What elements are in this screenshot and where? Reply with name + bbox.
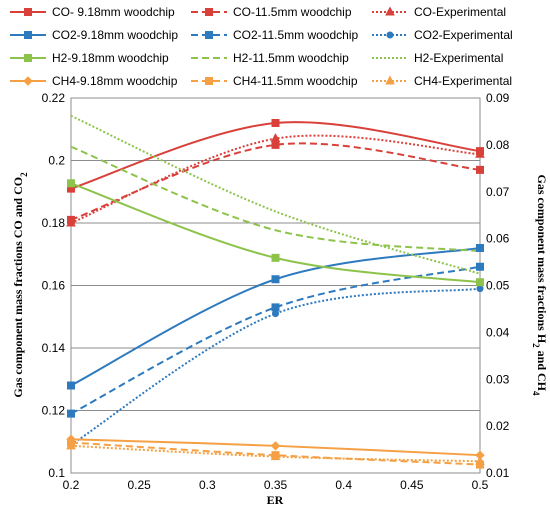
data-point-ch4-experimental [66,440,76,450]
right-y-tick-label: 0.05 [486,279,510,293]
data-point-co2-11-5mm-woodchip [271,303,280,312]
legend-marker [385,75,395,85]
data-point-co-9-18mm-woodchip [271,119,280,127]
series-line-co-9-18mm-woodchip [70,121,481,190]
data-point-h2-9-18mm-woodchip [476,278,484,287]
legend-label: CO2-Experimental [414,28,513,42]
left-y-axis-ticks: 0.1 0.12 0.14 0.16 0.18 0.2 0.22 [42,91,66,480]
right-y-tick-label: 0.09 [486,91,510,105]
right-y-axis-title: Gas component mass fractions H2 and CH4 [531,174,549,396]
data-point-ch4-9-18mm-woodchip [270,441,281,451]
left-y-tick-label: 0.18 [42,216,66,230]
left-y-tick-label: 0.2 [48,154,65,168]
x-tick-label: 0.2 [63,478,80,492]
legend-label: H2-Experimental [414,51,503,65]
legend-marker [24,8,32,16]
x-axis-ticks: 0.2 0.25 0.3 0.35 0.4 0.45 0.5 [63,478,489,492]
right-y-tick-label: 0.06 [486,232,510,246]
legend-item-co-experimental: CO-Experimental [372,5,506,19]
legend-label: CO2-9.18mm woodchip [52,28,178,42]
x-tick-label: 0.35 [264,478,288,492]
legend-marker [205,31,213,39]
x-tick-label: 0.25 [127,478,151,492]
right-y-tick-label: 0.04 [486,325,510,339]
legend-item-h2-9-18mm-woodchip: H2-9.18mm woodchip [10,51,169,65]
legend: CO- 9.18mm woodchip CO-11.5mm woodchip CO-… [10,5,513,88]
legend-label: CO- 9.18mm woodchip [52,5,175,19]
data-point-ch4-experimental [270,451,281,461]
series-line-h2-experimental [70,114,481,275]
series-markers [66,119,485,469]
x-tick-label: 0.4 [335,478,352,492]
data-point-co2-experimental [272,310,279,318]
legend-item-co-11-5mm-woodchip: CO-11.5mm woodchip [191,5,352,19]
legend-item-co2-9-18mm-woodchip: CO2-9.18mm woodchip [10,28,178,42]
left-y-tick-label: 0.14 [42,341,66,355]
legend-label: CO-11.5mm woodchip [233,5,352,19]
legend-label: H2-11.5mm woodchip [233,51,349,65]
legend-label: CO2-11.5mm woodchip [233,28,358,42]
data-point-co2-experimental [476,285,484,293]
legend-item-co2-11-5mm-woodchip: CO2-11.5mm woodchip [191,28,358,42]
right-y-tick-label: 0.07 [486,185,510,199]
right-y-tick-label: 0.08 [486,138,510,152]
legend-label: CH4-11.5mm woodchip [233,74,358,88]
data-point-h2-9-18mm-woodchip [67,179,75,188]
data-point-co-experimental [270,133,281,143]
series-line-h2-9-18mm-woodchip [70,182,481,284]
legend-label: CH4-Experimental [414,74,512,88]
x-tick-label: 0.45 [400,478,424,492]
series-line-co2-experimental [70,287,481,446]
x-tick-label: 0.5 [472,478,489,492]
data-point-co2-9-18mm-woodchip [271,275,280,284]
left-y-tick-label: 0.1 [48,466,65,480]
right-y-tick-label: 0.02 [486,419,510,433]
legend-label: CH4-9.18mm woodchip [52,74,178,88]
legend-item-h2-experimental: H2-Experimental [372,51,503,65]
x-tick-label: 0.3 [199,478,216,492]
legend-item-ch4-experimental: CH4-Experimental [372,74,512,88]
legend-marker [24,31,32,39]
data-point-co2-9-18mm-woodchip [476,244,484,252]
data-point-co-11-5mm-woodchip [271,140,280,149]
legend-label: CO-Experimental [414,5,506,19]
legend-marker [205,77,213,85]
legend-item-h2-11-5mm-woodchip: H2-11.5mm woodchip [191,51,349,65]
series-line-co-11-5mm-woodchip [70,142,481,221]
legend-item-co-9-18mm-woodchip: CO- 9.18mm woodchip [10,5,175,19]
legend-marker [23,76,33,86]
legend-label: H2-9.18mm woodchip [52,51,169,65]
left-y-tick-label: 0.22 [42,91,66,105]
left-y-tick-label: 0.16 [42,279,66,293]
legend-item-co2-experimental: CO2-Experimental [372,28,513,42]
right-y-tick-label: 0.03 [486,372,510,386]
series-line-co2-11-5mm-woodchip [70,265,481,415]
left-y-axis-title: Gas component mass fractions CO and CO2 [11,172,29,398]
data-point-h2-9-18mm-woodchip [271,253,280,262]
legend-item-ch4-9-18mm-woodchip: CH4-9.18mm woodchip [10,74,178,88]
legend-marker [205,8,213,16]
x-axis-title: ER [267,493,284,507]
legend-marker [24,54,32,62]
data-point-co-experimental [475,148,485,158]
data-point-co-experimental [66,217,76,227]
right-y-tick-label: 0.01 [486,466,510,480]
data-point-co2-11-5mm-woodchip [67,409,75,418]
legend-marker [386,31,394,39]
data-point-ch4-experimental [475,455,485,465]
data-point-co2-9-18mm-woodchip [67,381,75,390]
legend-item-ch4-11-5mm-woodchip: CH4-11.5mm woodchip [191,74,358,88]
right-y-axis-ticks: 0.01 0.02 0.03 0.04 0.05 0.06 0.07 0.08 0.09 [486,91,510,480]
legend-marker [385,6,395,16]
data-point-co2-11-5mm-woodchip [476,262,484,271]
left-y-tick-label: 0.12 [42,404,66,418]
series-lines [70,114,481,466]
series-line-h2-11-5mm-woodchip [70,145,481,253]
data-point-co-11-5mm-woodchip [476,165,484,174]
